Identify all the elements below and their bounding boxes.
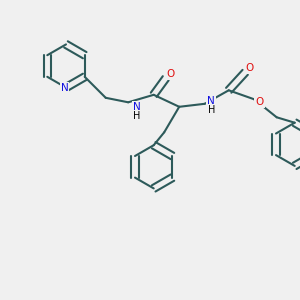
- Text: O: O: [246, 63, 254, 73]
- Text: H: H: [133, 111, 140, 121]
- Text: N: N: [207, 96, 215, 106]
- Text: N: N: [133, 102, 140, 112]
- Text: O: O: [166, 69, 174, 79]
- Text: N: N: [61, 82, 68, 93]
- Text: H: H: [208, 105, 215, 115]
- Text: O: O: [256, 97, 264, 107]
